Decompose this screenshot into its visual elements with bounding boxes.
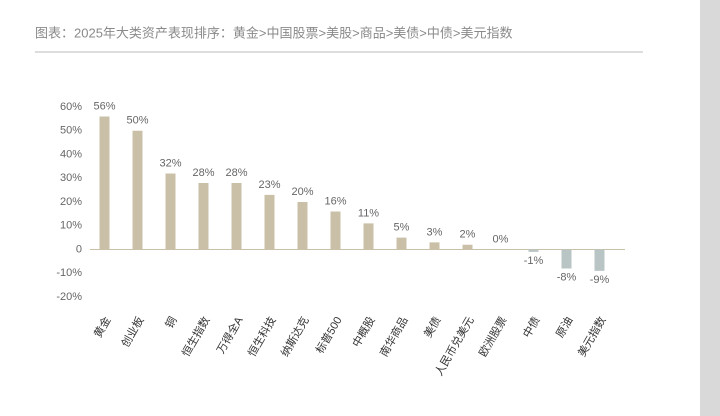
- chart-title: 图表：2025年大类资产表现排序：黄金>中国股票>美股>商品>美债>中债>美元指…: [35, 25, 512, 40]
- bar: [132, 130, 143, 250]
- bar: [198, 183, 209, 250]
- value-label: 20%: [291, 186, 313, 198]
- value-label: 16%: [324, 195, 346, 207]
- bar: [99, 116, 110, 250]
- bar: [330, 211, 341, 250]
- y-tick-label: 10%: [60, 220, 82, 232]
- bar: [363, 223, 374, 250]
- y-tick-label: -20%: [56, 291, 82, 303]
- x-tick-label: 黄金: [90, 314, 113, 340]
- x-tick-label: 中债: [519, 314, 542, 340]
- value-label: 3%: [427, 226, 443, 238]
- y-tick-label: 30%: [60, 172, 82, 184]
- x-tick-label: 美债: [420, 314, 443, 340]
- x-tick-label: 南华商品: [376, 314, 410, 359]
- bar: [429, 242, 440, 250]
- bar: [462, 244, 473, 250]
- x-tick-label: 万得全A: [213, 313, 246, 356]
- x-tick-label: 恒生指数: [178, 314, 212, 359]
- value-label: 32%: [159, 157, 181, 169]
- x-tick-label: 标普500: [312, 314, 344, 356]
- y-tick-label: -10%: [56, 267, 82, 279]
- bar: [528, 249, 539, 252]
- value-label: 0%: [493, 233, 509, 245]
- value-label: -8%: [557, 271, 577, 283]
- bar: [561, 249, 572, 269]
- bar: [594, 249, 605, 271]
- bar: [297, 202, 308, 250]
- bar: [165, 173, 176, 250]
- x-tick-label: 原油: [552, 314, 575, 340]
- value-label: -9%: [590, 274, 610, 286]
- side-strip: [700, 0, 720, 416]
- x-tick-label: 创业板: [118, 314, 147, 350]
- value-label: 5%: [394, 222, 410, 234]
- value-label: 28%: [225, 167, 247, 179]
- value-label: 50%: [126, 115, 148, 127]
- value-label: 56%: [93, 100, 115, 112]
- y-tick-label: 0: [76, 243, 82, 255]
- y-tick-label: 60%: [60, 101, 82, 113]
- x-tick-label: 纳斯达克: [278, 314, 311, 359]
- value-label: 2%: [460, 229, 476, 241]
- x-tick-label: 铜: [162, 314, 180, 331]
- y-tick-label: 50%: [60, 125, 82, 137]
- x-tick-label: 中概股: [350, 314, 378, 349]
- value-label: 23%: [258, 179, 280, 191]
- x-tick-label: 美元指数: [574, 314, 608, 359]
- bar: [396, 237, 407, 250]
- value-label: 11%: [358, 207, 379, 219]
- bar: [264, 194, 275, 250]
- y-tick-label: 40%: [60, 148, 82, 160]
- value-label: 28%: [192, 167, 214, 179]
- y-tick-label: 20%: [60, 196, 82, 208]
- x-tick-label: 恒生科技: [244, 314, 278, 359]
- bar: [231, 183, 242, 250]
- value-label: -1%: [524, 255, 544, 267]
- x-tick-label: 欧洲股票: [476, 314, 509, 359]
